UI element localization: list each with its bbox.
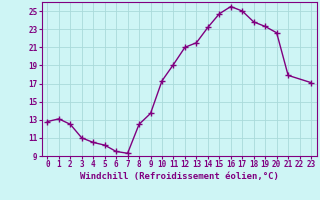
X-axis label: Windchill (Refroidissement éolien,°C): Windchill (Refroidissement éolien,°C) xyxy=(80,172,279,181)
